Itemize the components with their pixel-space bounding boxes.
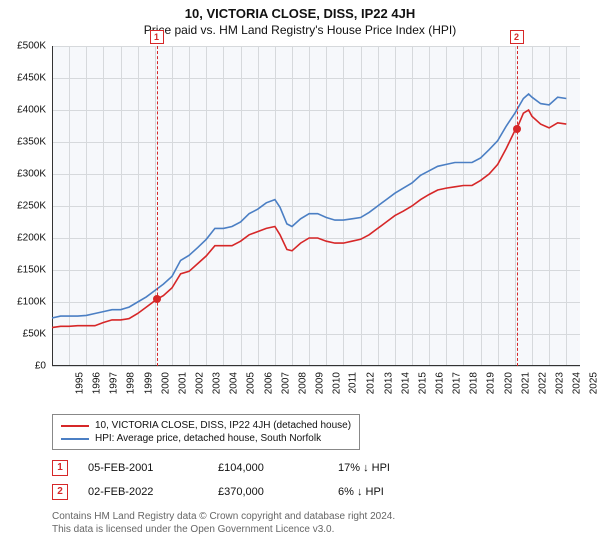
x-tick-label: 2023 (554, 372, 565, 394)
x-tick-label: 2019 (486, 372, 497, 394)
attribution-line: Contains HM Land Registry data © Crown c… (52, 510, 395, 523)
x-tick-label: 2009 (314, 372, 325, 394)
x-tick-label: 2024 (571, 372, 582, 394)
y-tick-label: £300K (0, 169, 46, 180)
y-tick-label: £350K (0, 137, 46, 148)
x-tick-label: 2017 (451, 372, 462, 394)
y-tick-label: £100K (0, 297, 46, 308)
series-svg (52, 46, 580, 366)
x-tick-label: 2011 (348, 372, 359, 394)
legend-row: 10, VICTORIA CLOSE, DISS, IP22 4JH (deta… (61, 419, 351, 432)
marker-box: 2 (510, 30, 524, 44)
y-tick-label: £150K (0, 265, 46, 276)
table-date: 05-FEB-2001 (88, 462, 218, 474)
y-tick-label: £500K (0, 41, 46, 52)
x-tick-label: 2010 (331, 372, 342, 394)
table-price: £104,000 (218, 462, 338, 474)
x-tick-label: 2015 (417, 372, 428, 394)
table-row: 2 02-FEB-2022£370,0006% ↓ HPI (52, 480, 458, 504)
legend-swatch (61, 425, 89, 427)
table-delta: 6% ↓ HPI (338, 486, 458, 498)
x-tick-label: 2004 (229, 372, 240, 394)
y-tick-label: £50K (0, 329, 46, 340)
y-tick-label: £200K (0, 233, 46, 244)
x-tick-label: 1998 (126, 372, 137, 394)
x-tick-label: 2016 (434, 372, 445, 394)
x-tick-label: 2014 (400, 372, 411, 394)
x-tick-label: 2025 (589, 372, 600, 394)
table-price: £370,000 (218, 486, 338, 498)
table-date: 02-FEB-2022 (88, 486, 218, 498)
table-marker-box: 1 (52, 460, 68, 476)
gridline-horizontal (52, 366, 580, 367)
table-row: 1 05-FEB-2001£104,00017% ↓ HPI (52, 456, 458, 480)
x-tick-label: 2008 (297, 372, 308, 394)
marker-vline (157, 46, 158, 366)
marker-box: 1 (150, 30, 164, 44)
y-tick-label: £400K (0, 105, 46, 116)
y-tick-label: £250K (0, 201, 46, 212)
legend-label: 10, VICTORIA CLOSE, DISS, IP22 4JH (deta… (95, 420, 351, 431)
x-tick-label: 2006 (263, 372, 274, 394)
x-tick-label: 1996 (91, 372, 102, 394)
x-tick-label: 2021 (520, 372, 531, 394)
attribution: Contains HM Land Registry data © Crown c… (52, 510, 395, 536)
x-tick-label: 2005 (246, 372, 257, 394)
legend-row: HPI: Average price, detached house, Sout… (61, 432, 351, 445)
x-tick-label: 2013 (383, 372, 394, 394)
x-tick-label: 2020 (503, 372, 514, 394)
y-tick-label: £0 (0, 361, 46, 372)
series-line-hpi (52, 94, 566, 318)
transactions-table: 1 05-FEB-2001£104,00017% ↓ HPI 2 02-FEB-202… (52, 456, 458, 504)
marker-dot (153, 295, 161, 303)
x-tick-label: 2001 (177, 372, 188, 394)
legend-label: HPI: Average price, detached house, Sout… (95, 433, 321, 444)
series-line-price_paid (52, 110, 566, 328)
x-tick-label: 2012 (366, 372, 377, 394)
legend: 10, VICTORIA CLOSE, DISS, IP22 4JH (deta… (52, 414, 360, 450)
x-tick-label: 2002 (194, 372, 205, 394)
x-tick-label: 2022 (537, 372, 548, 394)
chart-container: 10, VICTORIA CLOSE, DISS, IP22 4JHPrice … (0, 0, 600, 560)
y-tick-label: £450K (0, 73, 46, 84)
legend-swatch (61, 438, 89, 440)
table-delta: 17% ↓ HPI (338, 462, 458, 474)
x-tick-label: 2018 (469, 372, 480, 394)
chart-title: 10, VICTORIA CLOSE, DISS, IP22 4JH (0, 0, 600, 21)
table-marker-box: 2 (52, 484, 68, 500)
x-tick-label: 1997 (109, 372, 120, 394)
marker-vline (517, 46, 518, 366)
x-tick-label: 1999 (143, 372, 154, 394)
x-tick-label: 2007 (280, 372, 291, 394)
x-tick-label: 2003 (211, 372, 222, 394)
attribution-line: This data is licensed under the Open Gov… (52, 523, 395, 536)
marker-dot (513, 125, 521, 133)
x-tick-label: 2000 (160, 372, 171, 394)
x-tick-label: 1995 (74, 372, 85, 394)
plot-area: 12 (52, 46, 580, 366)
